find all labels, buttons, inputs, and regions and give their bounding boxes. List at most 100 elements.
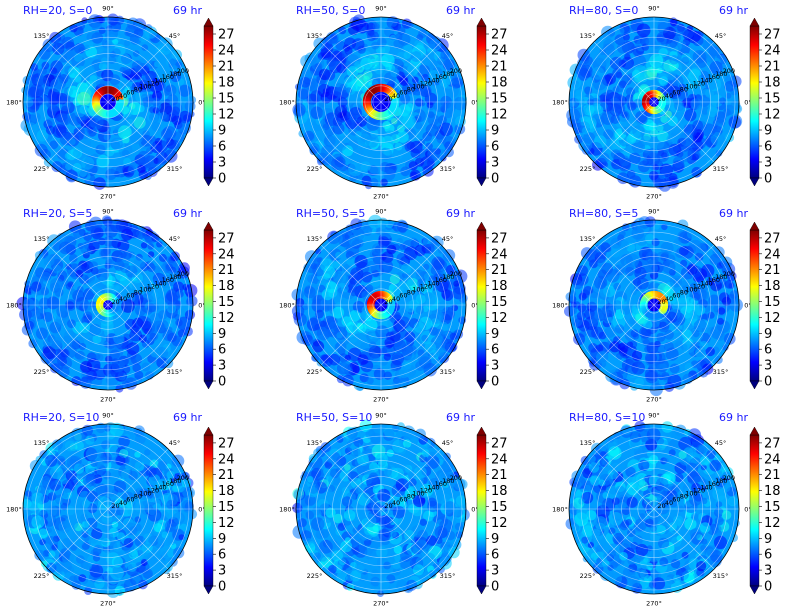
field-cell (692, 153, 699, 161)
field-cell (124, 86, 131, 93)
polar-panel: 20 40 60 801001201401601802000°45°90°135°18… (6, 4, 206, 201)
polar-frame (568, 16, 740, 188)
field-cell (76, 82, 88, 93)
colorbar-tick-label: 9 (218, 124, 226, 139)
colorbar-tick-label: 3 (491, 564, 499, 579)
field-cell (97, 144, 107, 153)
field-cell (690, 513, 699, 521)
field-cell (680, 149, 693, 162)
field-cell (93, 177, 106, 190)
field-cell (646, 428, 661, 442)
field-cell (28, 86, 39, 98)
colorbar-tick-label: 12 (764, 108, 781, 123)
colorbar-tick-label: 21 (218, 263, 235, 278)
field-cell (65, 283, 73, 290)
panel-time-label: 69 hr (446, 207, 475, 220)
field-cell (380, 178, 388, 187)
field-cell (716, 117, 726, 127)
colorbar-tick-label: 27 (491, 28, 508, 43)
colorbar-tick-label: 6 (764, 140, 772, 155)
field-cell (310, 263, 318, 270)
colorbar-tick-label: 27 (491, 436, 508, 451)
field-cell (609, 56, 623, 70)
colorbar-tick-label: 9 (764, 124, 772, 139)
field-cell (573, 333, 586, 346)
field-cell (138, 544, 150, 556)
field-cell (647, 148, 658, 158)
field-cell (46, 118, 55, 127)
field-cell (612, 68, 622, 78)
field-cell (585, 117, 597, 129)
colorbar-tick-label: 15 (764, 295, 781, 310)
field-cell (614, 324, 625, 334)
field-cell (363, 539, 372, 547)
polar-panel: 20 40 60 801001201401601802000°45°90°135°18… (552, 411, 752, 608)
field-cell (164, 292, 178, 306)
angle-tick-label: 135° (307, 32, 323, 40)
field-cell (605, 89, 615, 99)
field-cell (171, 106, 181, 116)
field-cell (670, 19, 678, 27)
field-cell (117, 125, 132, 140)
field-cell (344, 354, 351, 361)
field-cell (608, 512, 623, 526)
colorbar-extend-min (203, 585, 214, 595)
field-cell (574, 135, 583, 144)
field-cell (585, 77, 596, 87)
field-cell (378, 577, 390, 590)
field-cell (349, 310, 361, 322)
field-cell (323, 468, 331, 476)
field-cell (699, 456, 710, 466)
field-cell (601, 25, 615, 40)
field-cell (341, 284, 349, 293)
field-cell (719, 292, 730, 303)
colorbar-tick-label: 0 (218, 375, 226, 390)
field-cell (389, 18, 398, 27)
field-cell (708, 78, 722, 92)
field-cell (82, 138, 92, 148)
field-cell (382, 120, 391, 130)
field-cell (65, 470, 77, 481)
field-cell (337, 523, 346, 531)
colorbar-tick-label: 21 (491, 60, 508, 75)
radial-tick-label: 120 (420, 79, 432, 87)
colorbar-body (476, 229, 487, 382)
field-cell (80, 360, 93, 373)
field-cell (162, 125, 177, 140)
colorbar-tick-label: 3 (491, 359, 499, 374)
field-cell (666, 70, 676, 81)
field-cell (370, 58, 377, 65)
field-cell (590, 475, 601, 487)
panel-title: RH=50, S=5 (296, 207, 365, 220)
field-cell (161, 495, 168, 503)
field-cell (618, 437, 630, 450)
field-cell (401, 116, 415, 130)
field-cell (669, 173, 678, 182)
field-cell (617, 42, 629, 54)
field-cell (679, 132, 693, 146)
angle-tick-label: 225° (34, 368, 50, 376)
field-cell (427, 114, 440, 126)
field-cell (415, 305, 424, 315)
field-cell (645, 251, 659, 265)
field-cell (67, 319, 76, 329)
colorbar-tick-label: 3 (218, 564, 226, 579)
colorbar-tick-label: 3 (491, 156, 499, 171)
field-cell (31, 492, 45, 505)
field-cell (332, 122, 345, 135)
field-cell (54, 113, 69, 127)
colorbar-tick-label: 9 (764, 532, 772, 547)
field-cell (414, 539, 428, 553)
field-cell (646, 450, 654, 457)
field-cell (617, 27, 625, 35)
field-cell (690, 98, 703, 110)
colorbar-tick-label: 12 (218, 311, 235, 326)
angle-tick-label: 90° (375, 412, 387, 420)
colorbar-extend-max (749, 17, 760, 27)
field-cell (661, 152, 668, 159)
field-cell (618, 230, 626, 238)
colorbar-tick-label: 27 (491, 231, 508, 246)
colorbar-tick-label: 3 (764, 156, 772, 171)
polar-panel: 20 40 60 801001201401601802000°45°90°135°18… (6, 207, 206, 404)
field-cell (133, 116, 146, 129)
